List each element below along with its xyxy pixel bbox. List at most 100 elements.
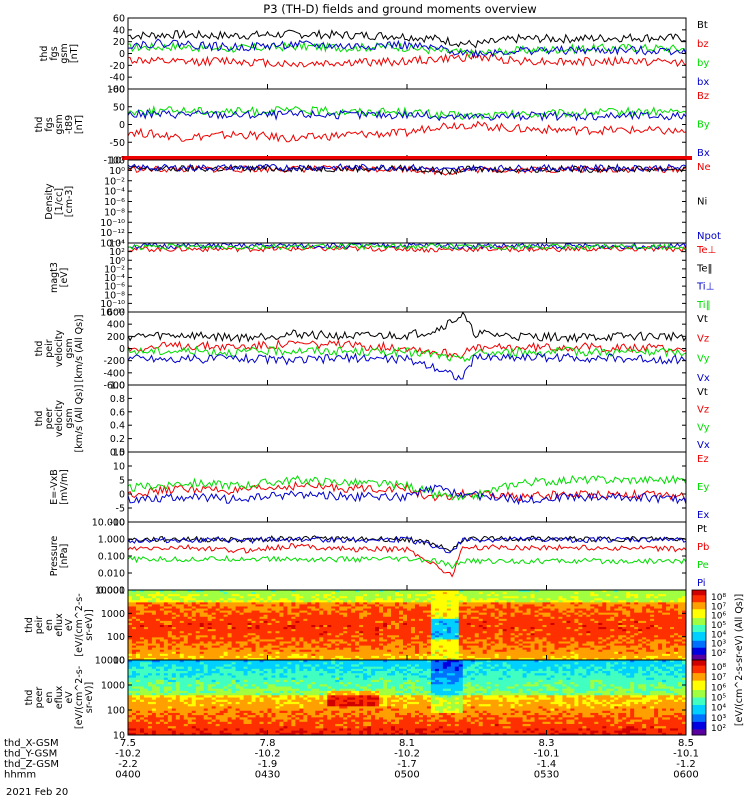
- spectrogram-cell: [203, 596, 209, 599]
- spectrogram-cell: [359, 608, 364, 612]
- spectrogram-cell: [550, 651, 555, 655]
- spectrogram-cell: [454, 637, 460, 640]
- spectrogram-cell: [530, 616, 536, 620]
- spectrogram-cell: [530, 657, 536, 661]
- spectrogram-cell: [283, 620, 288, 624]
- spectrogram-cell: [650, 622, 655, 626]
- spectrogram-cell: [606, 606, 611, 610]
- spectrogram-cell: [155, 627, 161, 630]
- spectrogram-cell: [203, 655, 209, 659]
- spectrogram-cell: [307, 645, 312, 649]
- spectrogram-cell: [219, 610, 225, 614]
- spectrogram-cell: [299, 602, 304, 605]
- spectrogram-cell: [650, 602, 655, 605]
- spectrogram-cell: [267, 651, 272, 655]
- spectrogram-cell: [275, 633, 280, 636]
- spectrogram-cell: [410, 651, 416, 655]
- spectrogram-cell: [478, 631, 484, 634]
- spectrogram-cell: [586, 655, 591, 659]
- spectrogram-cell: [355, 639, 360, 642]
- spectrogram-cell: [267, 645, 272, 649]
- spectrogram-cell: [438, 657, 444, 661]
- spectrogram-cell: [530, 633, 536, 636]
- spectrogram-cell: [203, 592, 209, 595]
- y-axis-label: [mV/m]: [59, 469, 70, 505]
- spectrogram-cell: [410, 653, 416, 657]
- y-tick-label: 60: [113, 14, 125, 25]
- spectrogram-cell: [574, 631, 579, 634]
- spectrogram-cell: [399, 637, 404, 640]
- y-tick-label: 0.0: [110, 448, 125, 459]
- spectrogram-cell: [283, 608, 288, 612]
- spectrogram-cell: [538, 592, 544, 595]
- spectrogram-cell: [195, 653, 201, 657]
- spectrogram-cell: [674, 651, 679, 655]
- spectrogram-cell: [271, 614, 276, 618]
- spectrogram-cell: [574, 625, 579, 628]
- spectrogram-cell: [618, 610, 623, 614]
- spectrogram-cell: [335, 639, 340, 642]
- spectrogram-cell: [442, 625, 448, 628]
- spectrogram-cell: [131, 651, 137, 655]
- spectrogram-cell: [199, 657, 205, 661]
- spectrogram-cell: [299, 651, 304, 655]
- spectrogram-cell: [351, 594, 356, 597]
- spectrogram-cell: [395, 608, 400, 612]
- spectrogram-cell: [223, 641, 229, 645]
- spectrogram-cell: [478, 614, 484, 618]
- spectrogram-cell: [446, 604, 452, 607]
- legend-entry-Vy: Vy: [697, 353, 710, 364]
- spectrogram-cell: [231, 637, 237, 640]
- spectrogram-cell: [243, 629, 249, 632]
- spectrogram-cell: [207, 631, 213, 634]
- spectrogram-cell: [562, 647, 567, 651]
- spectrogram-cell: [247, 643, 253, 647]
- spectrogram-cell: [183, 627, 189, 630]
- spectrogram-cell: [131, 627, 137, 630]
- spectrogram-cell: [283, 590, 288, 593]
- spectrogram-cell: [550, 594, 555, 597]
- spectrogram-cell: [199, 643, 205, 647]
- spectrogram-cell: [606, 590, 611, 593]
- spectrogram-cell: [466, 643, 472, 647]
- spectrogram-cell: [303, 655, 308, 659]
- spectrogram-cell: [554, 618, 559, 622]
- spectrogram-cell: [319, 616, 324, 620]
- spectrogram-cell: [670, 647, 675, 651]
- y-tick-label: -600: [103, 381, 125, 392]
- spectrogram-cell: [203, 651, 209, 655]
- spectrogram-cell: [650, 625, 655, 628]
- spectrogram-cell: [426, 612, 432, 616]
- spectrogram-cell: [339, 649, 344, 653]
- y-tick-label: 20: [113, 37, 125, 48]
- spectrogram-cell: [502, 643, 508, 647]
- spectrogram-cell: [335, 643, 340, 647]
- spectrogram-cell: [251, 620, 257, 624]
- spectrogram-cell: [307, 639, 312, 642]
- spectrogram-cell: [566, 653, 571, 657]
- spectrogram-cell: [574, 616, 579, 620]
- spectrogram-cell: [466, 618, 472, 622]
- spectrogram-cell: [195, 608, 201, 612]
- spectrogram-cell: [135, 620, 141, 624]
- spectrogram-cell: [462, 625, 468, 628]
- spectrogram-cell: [259, 604, 265, 607]
- spectrogram-cell: [403, 631, 408, 634]
- spectrogram-cell: [618, 602, 623, 605]
- spectrogram-cell: [586, 610, 591, 614]
- spectrogram-cell: [574, 602, 579, 605]
- spectrogram-cell: [391, 608, 396, 612]
- spectrogram-cell: [566, 633, 571, 636]
- spectrogram-cell: [502, 645, 508, 649]
- spectrogram-cell: [183, 655, 189, 659]
- spectrogram-cell: [542, 606, 547, 610]
- spectrogram-cell: [199, 610, 205, 614]
- spectrogram-cell: [422, 629, 428, 632]
- spectrogram-cell: [271, 596, 276, 599]
- spectrogram-cell: [486, 606, 492, 610]
- spectrogram-cell: [538, 641, 544, 645]
- spectrogram-cell: [610, 643, 615, 647]
- spectrogram-cell: [586, 592, 591, 595]
- spectrogram-cell: [375, 618, 380, 622]
